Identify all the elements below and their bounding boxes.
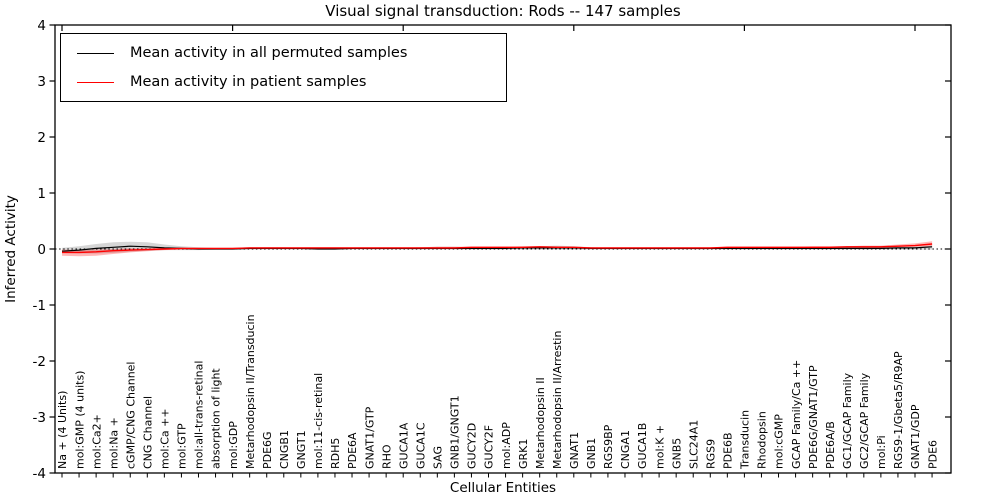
x-tick-label: GNGT1 [295,430,308,469]
x-tick-label: mol:Pi [875,435,888,469]
y-axis-label: Inferred Activity [3,195,19,303]
x-tick-label: mol:Ca ++ [159,408,172,469]
y-tick-label: -2 [33,354,46,370]
x-tick-label: GUCY2F [483,425,496,469]
x-tick-label: PDE6G [261,431,274,469]
x-tick-label: GC2/GCAP Family [858,372,871,469]
x-tick-label: PDE6G/GNAT1/GTP [807,365,820,469]
x-tick-label: CNGB1 [278,430,291,469]
legend-label-patient: Mean activity in patient samples [130,74,367,90]
y-tick-label: 2 [37,130,46,146]
legend-label-permuted: Mean activity in all permuted samples [130,45,408,61]
x-tick-label: Metarhodopsin II/Transducin [244,314,257,469]
permuted-band [62,241,933,254]
y-tick-label: 0 [37,242,46,258]
x-tick-label: GUCA1C [414,422,427,469]
x-tick-label: RGS9-1/Gbeta5/R9AP [892,351,905,469]
x-tick-label: GNB1 [585,438,598,469]
x-tick-label: GNAT1/GDP [909,404,922,469]
y-tick-label: 4 [37,18,46,34]
x-tick-label: Na + (4 Units) [56,391,69,469]
x-tick-label: Metarhodopsin II [534,377,547,469]
x-tick-label: mol:cGMP [773,414,786,469]
x-tick-label: CNGA1 [619,430,632,469]
x-tick-label: SAG [432,446,445,469]
x-tick-label: mol:GMP (4 units) [73,371,86,469]
y-tick-label: -4 [33,466,46,482]
x-tick-label: mol:GDP [227,421,240,469]
x-tick-label: Metarhodopsin II/Arrestin [551,331,564,469]
x-tick-label: RDH5 [329,438,342,469]
y-tick-label: 1 [37,186,46,202]
x-tick-label: mol:Ca2+ [90,414,103,469]
x-tick-label: PDE6A/B [824,421,837,469]
x-tick-label: cGMP/CNG Channel [124,362,137,470]
x-tick-label: GNB1/GNGT1 [449,395,462,469]
legend: Mean activity in all permuted samples Me… [60,33,507,102]
x-tick-label: mol:all-trans-retinal [193,361,206,469]
patient-line-sample [77,81,114,83]
permuted-line-sample [77,52,114,54]
legend-item-patient: Mean activity in patient samples [77,71,506,93]
x-tick-label: absorption of light [210,368,223,469]
x-tick-label: mol:K + [653,425,666,469]
chart-title: Visual signal transduction: Rods -- 147 … [325,2,681,20]
x-tick-label: GC1/GCAP Family [841,372,854,469]
x-tick-label: PDE6 [926,440,939,469]
y-tick-label: -1 [33,298,46,314]
x-tick-label: mol:ADP [500,422,513,469]
x-tick-label: PDE6B [722,432,735,469]
x-tick-label: GNB5 [670,438,683,469]
x-tick-label: mol:GTP [176,423,189,469]
x-tick-label: Rhodopsin [756,411,769,469]
x-tick-label: GRK1 [517,439,530,469]
x-tick-label: GUCY2D [466,423,479,469]
x-axis-label: Cellular Entities [449,480,557,496]
x-tick-label: RGS9 [704,439,717,469]
x-tick-label: mol:11-cis-retinal [312,373,325,469]
plot-border [54,24,952,474]
x-tick-label: GUCA1A [397,422,410,469]
x-tick-label: PDE6A [346,432,359,469]
y-tick-label: 3 [37,74,46,90]
x-tick-label: GUCA1B [636,423,649,469]
x-tick-label: GNAT1 [568,432,581,469]
x-tick-label: mol:Na + [107,417,120,469]
x-tick-label: SLC24A1 [687,420,700,469]
x-tick-label: CNG Channel [142,396,155,469]
x-tick-label: GCAP Family/Ca ++ [790,360,803,469]
x-tick-label: GNAT1/GTP [363,406,376,469]
y-tick-label: -3 [33,410,46,426]
x-tick-label: RHO [380,444,393,469]
legend-item-permuted: Mean activity in all permuted samples [77,42,506,64]
x-tick-label: RGS9BP [602,424,615,469]
x-tick-label: Transducin [739,410,752,470]
patient-line [62,243,933,254]
